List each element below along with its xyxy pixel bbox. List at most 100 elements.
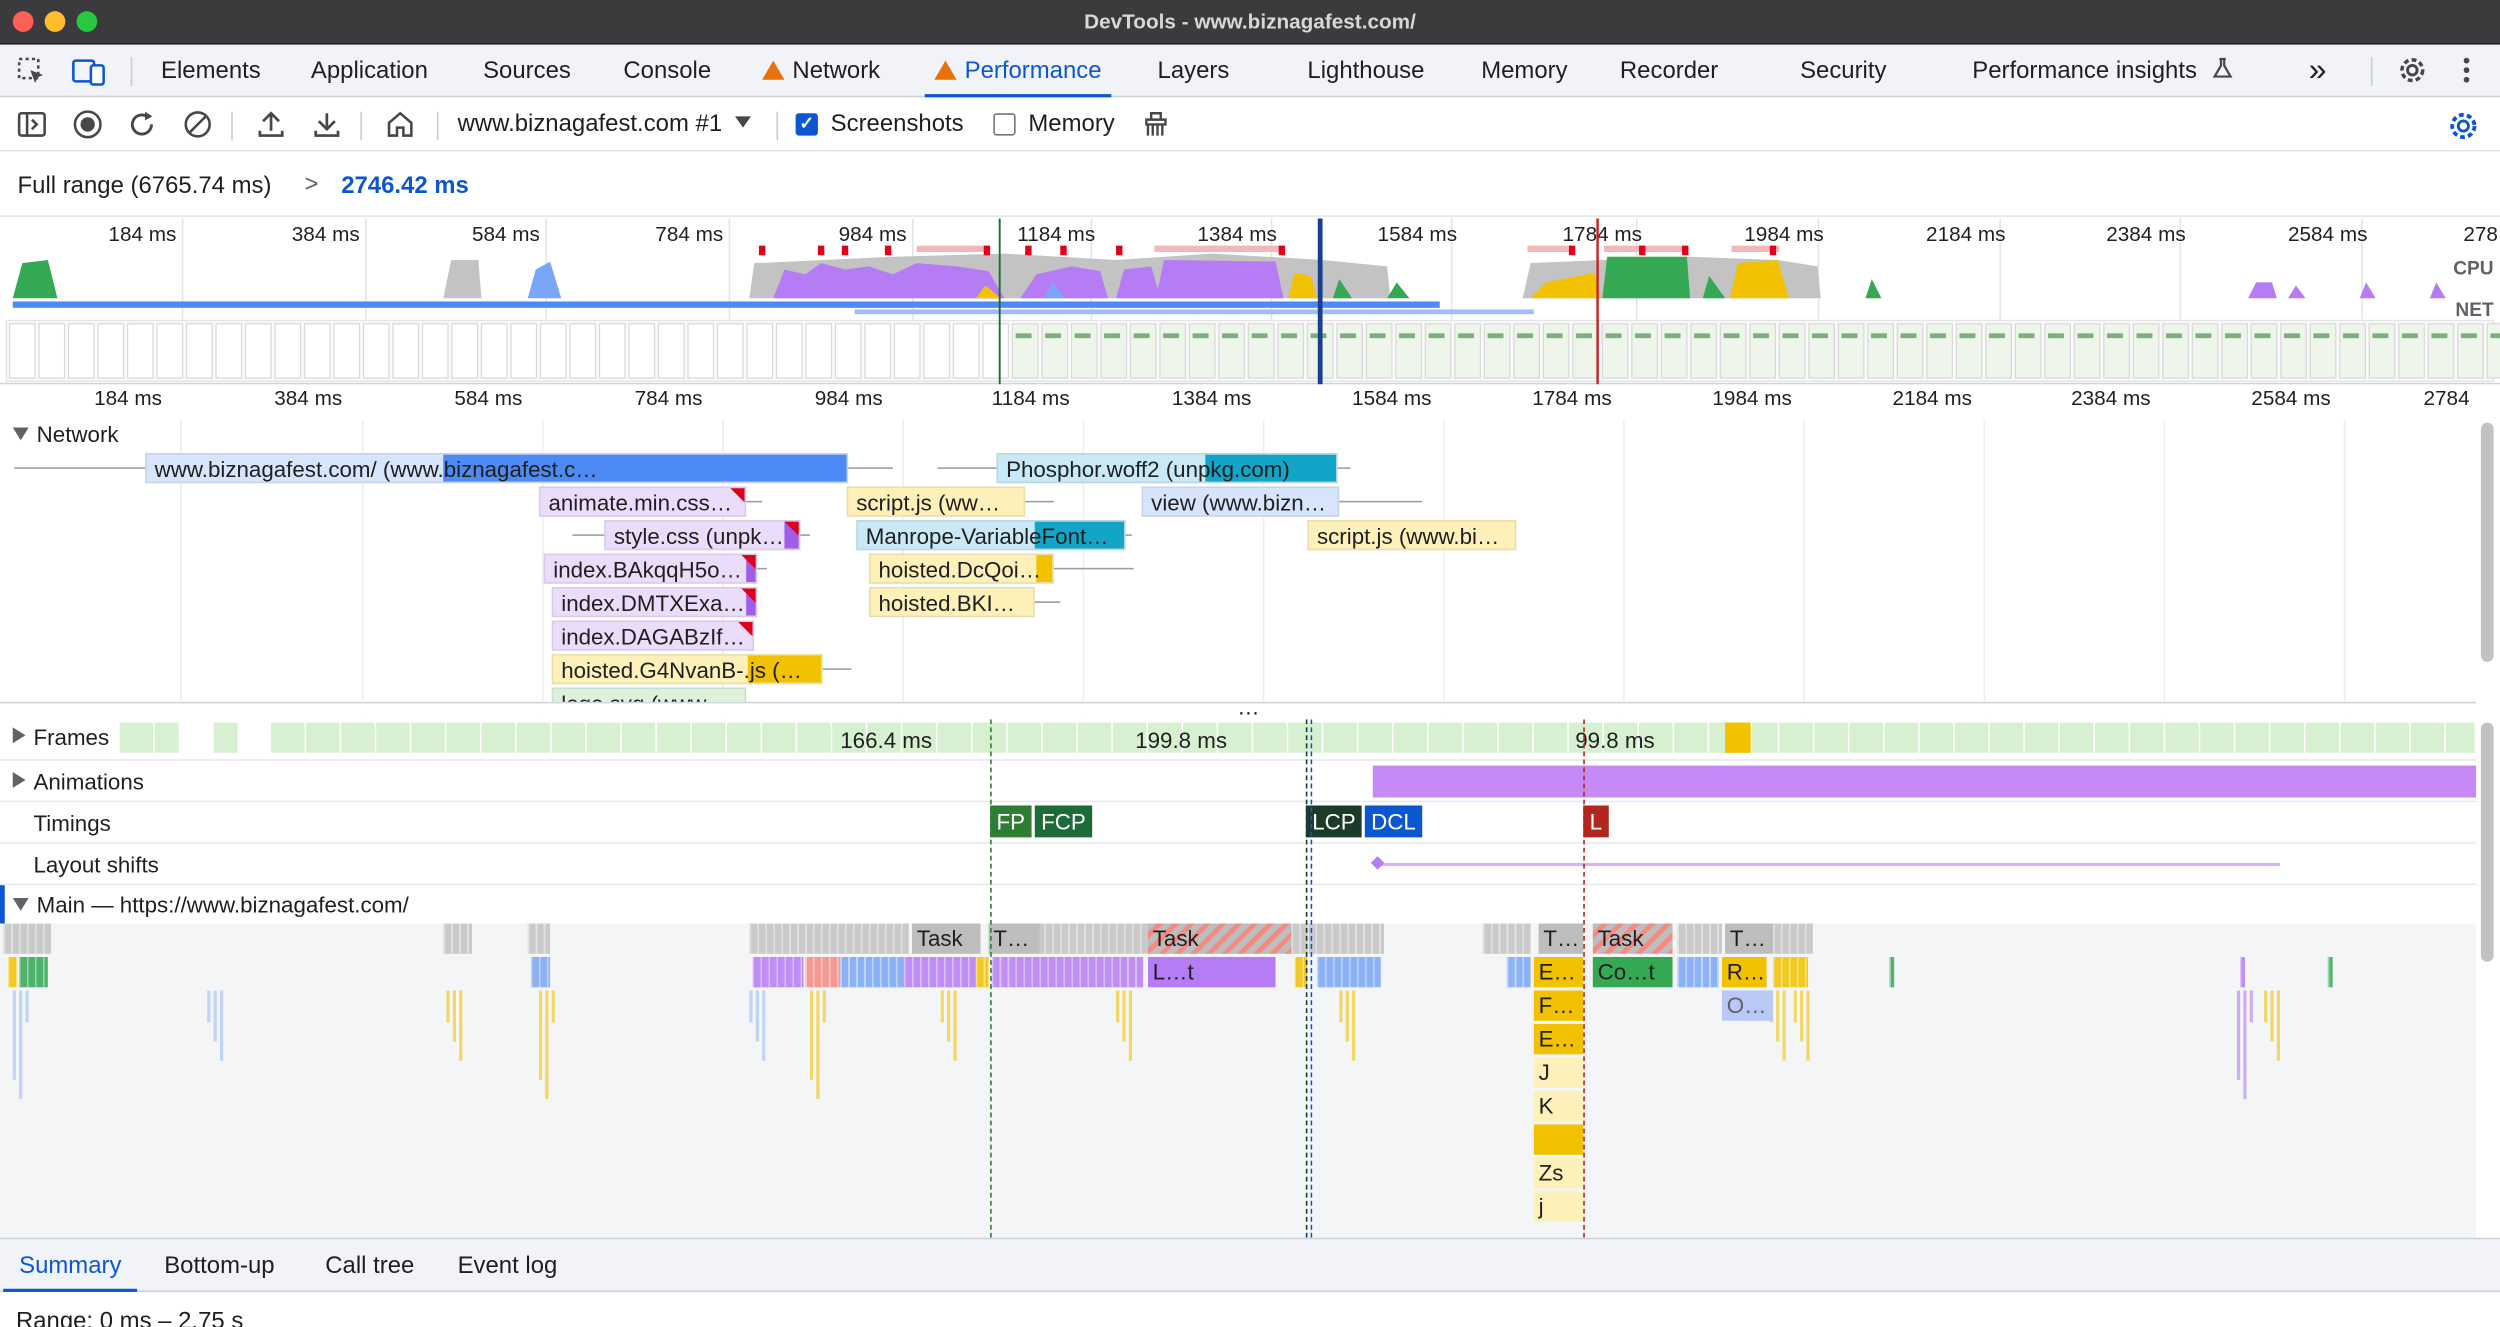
flame-slice[interactable] [1806, 990, 1810, 1061]
network-request[interactable]: index.DMTXExa… [551, 586, 758, 618]
flame-slice[interactable] [1345, 990, 1349, 1042]
network-track[interactable]: Network www.biznagafest.com/ (www.biznag… [0, 419, 2477, 704]
tab-network[interactable]: Network [762, 45, 880, 98]
network-request[interactable]: hoisted.G4NvanB-.js (… [551, 653, 823, 685]
tab-performance-insights[interactable]: Performance insights [1972, 45, 2234, 98]
frame-block[interactable] [1674, 722, 1710, 753]
load-marker[interactable]: L [1583, 805, 1609, 838]
frame-block[interactable] [727, 722, 763, 753]
frame-block[interactable] [1603, 722, 1640, 753]
tab-performance[interactable]: Performance [924, 45, 1111, 98]
frame-block[interactable] [411, 722, 447, 753]
frame-block[interactable] [271, 722, 307, 753]
flame-slice[interactable] [19, 957, 48, 988]
frame-block[interactable] [1323, 722, 1359, 753]
flame-slice[interactable] [1889, 957, 1895, 988]
tab-console[interactable]: Console [623, 57, 712, 85]
settings-gear-icon[interactable] [2396, 54, 2428, 86]
flame-slice[interactable] [2249, 990, 2253, 1023]
other-block[interactable]: O… [1721, 990, 1773, 1021]
flame-slice[interactable] [809, 990, 814, 1080]
frame-block[interactable] [902, 722, 938, 753]
download-icon[interactable] [311, 108, 343, 140]
js-frame-block[interactable]: Zs [1533, 1157, 1584, 1189]
frame-block[interactable] [1849, 722, 1885, 753]
frame-block[interactable] [832, 722, 868, 753]
flame-slice[interactable] [452, 990, 456, 1042]
more-options-icon[interactable] [2455, 54, 2477, 86]
tab-elements[interactable]: Elements [161, 57, 261, 85]
frame-block[interactable] [446, 722, 482, 753]
flame-slice[interactable] [459, 990, 463, 1061]
network-request[interactable]: Manrope-VariableFont… [856, 519, 1126, 551]
tracks-scrollbar[interactable] [2480, 722, 2494, 962]
flame-slice[interactable] [1116, 990, 1120, 1023]
frame-block[interactable] [1463, 722, 1499, 753]
long-task-block[interactable]: Task [1592, 923, 1673, 954]
network-request[interactable]: index.BAkqqH5o… [543, 553, 758, 584]
frame-block[interactable] [2270, 722, 2306, 753]
flame-slice[interactable] [1677, 957, 1719, 988]
tab-event-log[interactable]: Event log [457, 1252, 558, 1280]
frame-block[interactable] [1253, 722, 1289, 753]
network-request[interactable]: animate.min.css… [538, 486, 747, 517]
frame-block[interactable] [213, 722, 240, 753]
frame-block[interactable] [2305, 722, 2341, 753]
flame-slice[interactable] [3, 923, 52, 954]
frames-track-header[interactable]: Frames [12, 724, 116, 750]
capture-settings-gear-icon[interactable] [2446, 108, 2481, 143]
frame-block[interactable] [586, 722, 622, 753]
flame-slice[interactable] [220, 990, 224, 1061]
frame-block[interactable] [1989, 722, 2025, 753]
flame-slice[interactable] [1793, 990, 1797, 1023]
tab-application[interactable]: Application [310, 57, 428, 85]
flame-slice[interactable] [446, 990, 450, 1023]
partial-frame-block[interactable] [1725, 722, 1753, 753]
more-tabs-button[interactable]: » [2308, 52, 2327, 88]
flame-slice[interactable] [1352, 990, 1356, 1061]
network-request[interactable]: script.js (www.bi… [1307, 519, 1517, 551]
flame-slice[interactable] [840, 957, 905, 988]
frame-block[interactable] [762, 722, 798, 753]
record-button[interactable] [72, 108, 104, 140]
inspect-element-icon[interactable] [16, 56, 48, 88]
recording-select[interactable]: www.biznagafest.com #1 [458, 110, 752, 137]
frame-block[interactable] [1358, 722, 1394, 753]
network-request[interactable]: hoisted.DcQoi… [868, 553, 1054, 584]
network-request[interactable]: index.DAGABzIf… [551, 620, 755, 651]
frame-block[interactable] [341, 722, 377, 753]
flame-slice[interactable] [2243, 990, 2247, 1099]
main-track-header[interactable]: Main — https://www.biznagafest.com/ [0, 885, 2477, 924]
network-request[interactable]: logo.svg (www… [551, 687, 747, 702]
frame-block[interactable] [867, 722, 903, 753]
frame-block[interactable] [797, 722, 833, 753]
network-request[interactable]: Phosphor.woff2 (unpkg.com) [996, 452, 1338, 484]
flame-slice[interactable] [752, 957, 804, 988]
frame-block[interactable] [1498, 722, 1534, 753]
frame-block[interactable] [2375, 722, 2411, 753]
flame-slice[interactable] [1316, 957, 1381, 988]
frame-block[interactable] [516, 722, 552, 753]
layout-shifts-track[interactable]: Layout shifts [0, 843, 2477, 886]
frame-block[interactable] [1779, 722, 1815, 753]
network-request[interactable]: script.js (ww… [846, 486, 1026, 517]
network-track-header[interactable]: Network [12, 421, 119, 447]
evaluate-block[interactable]: E… [1533, 1023, 1584, 1055]
flame-slice[interactable] [12, 990, 16, 1080]
flame-slice[interactable] [755, 990, 759, 1042]
js-frame-block[interactable]: J [1533, 1057, 1584, 1088]
frame-block[interactable] [481, 722, 517, 753]
breadcrumb-full-range[interactable]: Full range (6765.74 ms) [17, 172, 272, 200]
frame-block[interactable] [656, 722, 692, 753]
flame-slice[interactable] [2236, 990, 2241, 1080]
dcl-marker[interactable]: DCL [1364, 805, 1423, 838]
flame-slice[interactable] [1782, 990, 1786, 1061]
flame-slice[interactable] [762, 990, 766, 1061]
flame-slice[interactable] [749, 990, 753, 1023]
flame-slice[interactable] [947, 990, 951, 1042]
flame-slice[interactable] [19, 990, 23, 1099]
frame-block[interactable] [119, 722, 155, 753]
frame-block[interactable] [306, 722, 342, 753]
toggle-sidebar-icon[interactable] [16, 108, 48, 140]
flame-slice[interactable] [2276, 990, 2280, 1061]
